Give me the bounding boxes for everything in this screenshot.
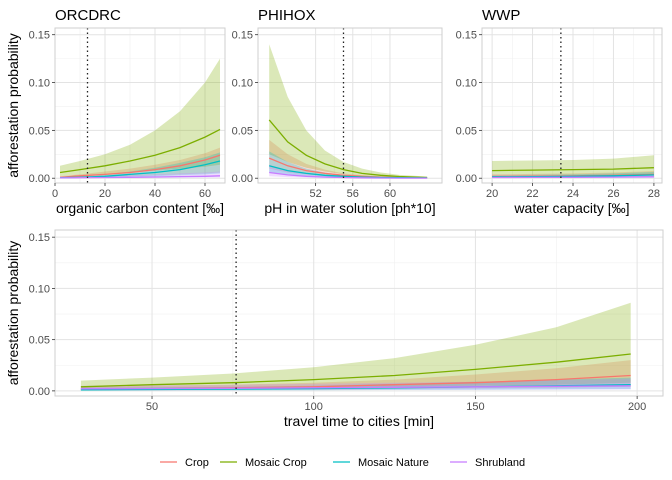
ribbon-mosaic-nature <box>60 152 220 178</box>
line-shrubland <box>492 176 654 179</box>
y-axis-title: afforestation probability <box>5 33 21 178</box>
x-tick-label: 100 <box>305 401 323 413</box>
y-tick-label: 0.10 <box>29 78 50 90</box>
panel-0: 0.00 0.05 0.10 0.15 0 20 40 60 ORCDRC organic car… <box>5 7 226 216</box>
plot-background <box>482 28 662 183</box>
panel-title: WWP <box>482 7 520 24</box>
x-tick-label: 200 <box>628 401 646 413</box>
y-tick-label: 0.00 <box>29 173 50 185</box>
line-mosaic-nature <box>492 174 654 178</box>
x-axis-title: travel time to cities [min] <box>284 413 434 429</box>
panel-title: PHIHOX <box>258 7 316 24</box>
x-tick-label: 60 <box>384 188 396 200</box>
legend-label: Shrubland <box>475 457 525 469</box>
x-tick-label: 150 <box>466 401 484 413</box>
panel-border <box>257 27 443 184</box>
x-tick-label: 24 <box>567 188 579 200</box>
panel-2: 0.00 0.05 0.10 0.15 20 22 24 26 28 WWP water capac… <box>456 7 663 216</box>
line-crop <box>59 154 221 178</box>
y-tick-label: 0.05 <box>29 125 50 137</box>
x-tick-label: 28 <box>648 188 660 200</box>
panel-title: ORCDRC <box>55 7 121 24</box>
x-tick-label: 52 <box>309 188 321 200</box>
ribbon-shrubland <box>269 164 428 179</box>
line-shrubland <box>59 175 221 179</box>
x-tick-label: 56 <box>347 188 359 200</box>
panel-border <box>481 27 663 184</box>
ribbon-crop <box>60 147 220 178</box>
y-tick-label: 0.00 <box>232 173 253 185</box>
plot-background <box>55 230 663 396</box>
y-tick-label: 0.10 <box>456 78 477 90</box>
panel-border <box>54 27 226 184</box>
line-mosaic-crop <box>59 128 221 174</box>
line-mosaic-crop <box>492 167 654 172</box>
ribbon-mosaic-crop <box>60 58 220 177</box>
y-tick-label: 0.15 <box>29 30 50 42</box>
legend-label: Mosaic Nature <box>358 457 429 469</box>
x-tick-label: 50 <box>146 401 158 413</box>
x-tick-label: 40 <box>149 188 161 200</box>
x-tick-label: 0 <box>52 188 58 200</box>
line-shrubland <box>80 385 631 390</box>
x-tick-label: 20 <box>486 188 498 200</box>
x-tick-label: 22 <box>526 188 538 200</box>
x-tick-label: 60 <box>199 188 211 200</box>
y-axis-title: afforestation probability <box>5 241 21 386</box>
line-mosaic-crop <box>268 119 428 179</box>
panel-3: 0.00 0.05 0.10 0.15 50 100 150 200 travel time t… <box>5 229 664 429</box>
panel-border <box>54 229 664 397</box>
y-tick-label: 0.10 <box>232 78 253 90</box>
line-mosaic-crop <box>80 353 631 388</box>
legend-label: Mosaic Crop <box>245 457 307 469</box>
plot-background <box>55 28 225 183</box>
y-tick-label: 0.15 <box>29 232 50 244</box>
panel-1: 0.00 0.05 0.10 0.15 52 56 60 PHIHOX pH in water … <box>232 7 443 216</box>
x-tick-label: 20 <box>99 188 111 200</box>
x-axis-title: pH in water solution [ph*10] <box>264 200 435 216</box>
y-tick-label: 0.00 <box>456 173 477 185</box>
plot-background <box>258 28 442 183</box>
legend-label: Crop <box>185 457 209 469</box>
x-axis-title: water capacity [‰] <box>513 200 629 216</box>
y-tick-label: 0.05 <box>456 125 477 137</box>
legend: Crop Mosaic Crop Mosaic Nature Shrubland <box>160 457 525 469</box>
y-tick-label: 0.00 <box>29 386 50 398</box>
y-tick-label: 0.05 <box>29 335 50 347</box>
y-tick-label: 0.05 <box>232 125 253 137</box>
ribbon-crop <box>269 139 428 179</box>
x-tick-label: 26 <box>607 188 619 200</box>
ribbon-crop <box>80 360 631 391</box>
y-tick-label: 0.10 <box>29 283 50 295</box>
ribbon-mosaic-crop <box>269 44 428 178</box>
y-tick-label: 0.15 <box>456 30 477 42</box>
x-axis-title: organic carbon content [‰] <box>56 200 224 216</box>
y-tick-label: 0.15 <box>232 30 253 42</box>
